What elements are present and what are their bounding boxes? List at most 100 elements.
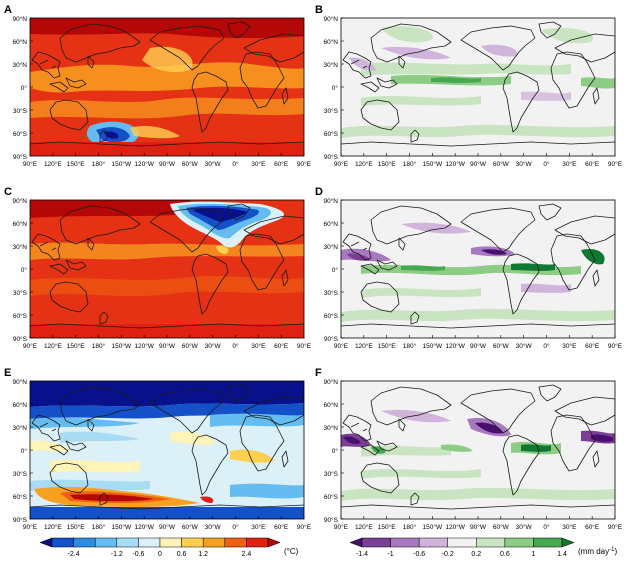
lat-tick-label: 30°N bbox=[12, 243, 27, 251]
precipitation-tick-label: 1 bbox=[531, 551, 535, 558]
lon-tick-label: 120°E bbox=[44, 160, 62, 168]
panel-label-c: C bbox=[4, 186, 12, 198]
lat-tick-label: 30°N bbox=[323, 61, 338, 69]
lat-tick-label: 60°N bbox=[323, 220, 338, 228]
lon-tick-label: 90°W bbox=[159, 342, 176, 350]
colorbar-temperature: -2.4 -1.2 -0.6 0 0.6 1.2 2.4 bbox=[39, 537, 281, 558]
lon-tick-label: 90°W bbox=[159, 523, 176, 531]
lon-tick-label: 60°W bbox=[493, 342, 510, 350]
lon-tick-label: 150°E bbox=[67, 523, 85, 531]
lon-tick-label: 90°E bbox=[334, 160, 349, 168]
lat-tick-label: 60°S bbox=[324, 312, 339, 320]
lon-tick-label: 30°W bbox=[205, 342, 222, 350]
lon-tick-label: 120°W bbox=[445, 342, 465, 350]
lat-tick-label: 30°S bbox=[324, 470, 339, 478]
lon-tick-label: 90°E bbox=[23, 523, 38, 531]
panel-label-b: B bbox=[315, 4, 323, 16]
temperature-swatch bbox=[181, 537, 204, 548]
lon-tick-label: 60°E bbox=[585, 342, 600, 350]
lon-tick-label: 150°W bbox=[423, 160, 443, 168]
lon-tick-label: 60°E bbox=[274, 160, 289, 168]
lat-tick-label: 30°S bbox=[324, 289, 339, 297]
lon-tick-label: 180° bbox=[92, 160, 106, 168]
lat-tick-label: 90°N bbox=[323, 197, 338, 205]
temperature-tick-label: 0.6 bbox=[177, 551, 187, 558]
lon-tick-label: 0° bbox=[543, 523, 550, 531]
lat-tick-label: 0° bbox=[21, 266, 28, 274]
lon-tick-label: 60°W bbox=[493, 160, 510, 168]
panel-label-f: F bbox=[315, 367, 322, 379]
lon-tick-label: 90°W bbox=[159, 160, 176, 168]
lon-tick-label: 90°E bbox=[608, 160, 623, 168]
lat-tick-label: 0° bbox=[332, 84, 339, 92]
lon-tick-label: 30°E bbox=[251, 523, 266, 531]
temperature-swatch bbox=[246, 537, 269, 548]
lat-tick-label: 60°N bbox=[323, 38, 338, 46]
map-panel-c: C90°N60°N30°N0°30°S60°S90°S90°E 120°E 150°… bbox=[4, 186, 312, 350]
precipitation-tick-label: 0.6 bbox=[500, 551, 510, 558]
precipitation-tick-label: -0.2 bbox=[442, 551, 454, 558]
colorbar-precipitation: -1.4 -1 -0.6 -0.2 0.2 0.6 1 1.4 bbox=[349, 537, 575, 558]
lat-tick-label: 90°N bbox=[12, 378, 27, 386]
lon-tick-label: 150°W bbox=[112, 342, 132, 350]
lon-tick-label: 60°W bbox=[182, 523, 199, 531]
map-panel-e: E90°N60°N30°N0°30°S60°S90°S90°E 120°E 150°… bbox=[4, 367, 312, 531]
lon-tick-label: 90°W bbox=[470, 160, 487, 168]
lat-tick-label: 60°S bbox=[13, 130, 28, 138]
lon-tick-label: 60°E bbox=[274, 342, 289, 350]
lon-tick-label: 0° bbox=[232, 342, 239, 350]
lon-tick-label: 120°W bbox=[134, 160, 154, 168]
precipitation-swatch bbox=[361, 537, 391, 548]
lon-tick-label: 120°W bbox=[445, 523, 465, 531]
lat-tick-label: 0° bbox=[21, 447, 28, 455]
temperature-swatch bbox=[267, 537, 281, 548]
temperature-swatch bbox=[73, 537, 96, 548]
precipitation-tick-label: 0.2 bbox=[471, 551, 481, 558]
lat-tick-label: 60°S bbox=[324, 130, 339, 138]
lon-tick-label: 90°E bbox=[23, 160, 38, 168]
lon-tick-label: 90°E bbox=[334, 342, 349, 350]
temperature-tick-label: 1.2 bbox=[198, 551, 208, 558]
panel-label-d: D bbox=[315, 186, 323, 198]
lat-tick-label: 30°N bbox=[12, 61, 27, 69]
lon-tick-label: 180° bbox=[403, 160, 417, 168]
lon-tick-label: 30°E bbox=[562, 523, 577, 531]
lat-tick-label: 60°S bbox=[324, 493, 339, 501]
lon-tick-label: 30°E bbox=[562, 342, 577, 350]
temperature-swatch bbox=[202, 537, 226, 548]
lon-tick-label: 60°W bbox=[182, 160, 199, 168]
temperature-swatch bbox=[224, 537, 247, 548]
lon-tick-label: 180° bbox=[92, 342, 106, 350]
map-panel-d: D90°N60°N30°N0°30°S60°S90°S90°E 120°E 150°… bbox=[315, 186, 623, 350]
lat-tick-label: 30°S bbox=[324, 107, 339, 115]
lon-tick-label: 90°E bbox=[334, 523, 349, 531]
temperature-tick-label: -1.2 bbox=[111, 551, 123, 558]
lat-tick-label: 30°N bbox=[12, 424, 27, 432]
lat-tick-label: 90°S bbox=[13, 516, 28, 524]
lon-tick-label: 0° bbox=[232, 523, 239, 531]
lon-tick-label: 90°E bbox=[23, 342, 38, 350]
precipitation-tick-label: -1.4 bbox=[356, 551, 368, 558]
lon-tick-label: 90°E bbox=[297, 160, 312, 168]
temperature-tick-label: 2.4 bbox=[242, 551, 252, 558]
lon-tick-label: 150°W bbox=[112, 160, 132, 168]
precipitation-swatch bbox=[418, 537, 448, 548]
lat-tick-label: 60°N bbox=[12, 220, 27, 228]
lon-tick-label: 30°E bbox=[562, 160, 577, 168]
temperature-swatch bbox=[116, 537, 139, 548]
precipitation-swatch bbox=[390, 537, 420, 548]
lat-tick-label: 30°N bbox=[323, 424, 338, 432]
lon-tick-label: 120°E bbox=[355, 160, 373, 168]
lat-tick-label: 60°N bbox=[12, 38, 27, 46]
precipitation-swatch bbox=[476, 537, 506, 548]
lon-tick-label: 30°E bbox=[251, 342, 266, 350]
precipitation-tick-label: 1.4 bbox=[557, 551, 567, 558]
lon-tick-label: 0° bbox=[543, 342, 550, 350]
lon-tick-label: 150°E bbox=[378, 342, 396, 350]
colorbar-precipitation-unit: (mm day-1) bbox=[578, 547, 617, 556]
temperature-swatch bbox=[51, 537, 74, 548]
lon-tick-label: 90°E bbox=[608, 523, 623, 531]
lat-tick-label: 0° bbox=[332, 266, 339, 274]
lon-tick-label: 90°W bbox=[470, 342, 487, 350]
